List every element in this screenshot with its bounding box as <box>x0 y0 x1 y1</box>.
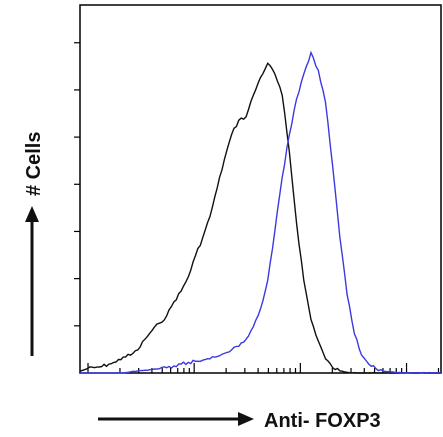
arrow-right-icon <box>238 412 254 426</box>
series-line-stained <box>80 50 442 374</box>
plot-frame <box>79 4 442 374</box>
y-axis-label: # Cells <box>23 132 45 196</box>
plot-area <box>79 50 442 374</box>
y-axis-label-group: # Cells <box>23 132 45 356</box>
y-axis-ticks <box>74 42 80 327</box>
arrow-up-icon <box>25 206 39 222</box>
x-axis-label: Anti- FOXP3 <box>264 410 381 432</box>
x-axis-label-group: Anti- FOXP3 <box>98 410 381 432</box>
series-line-control <box>79 62 441 374</box>
